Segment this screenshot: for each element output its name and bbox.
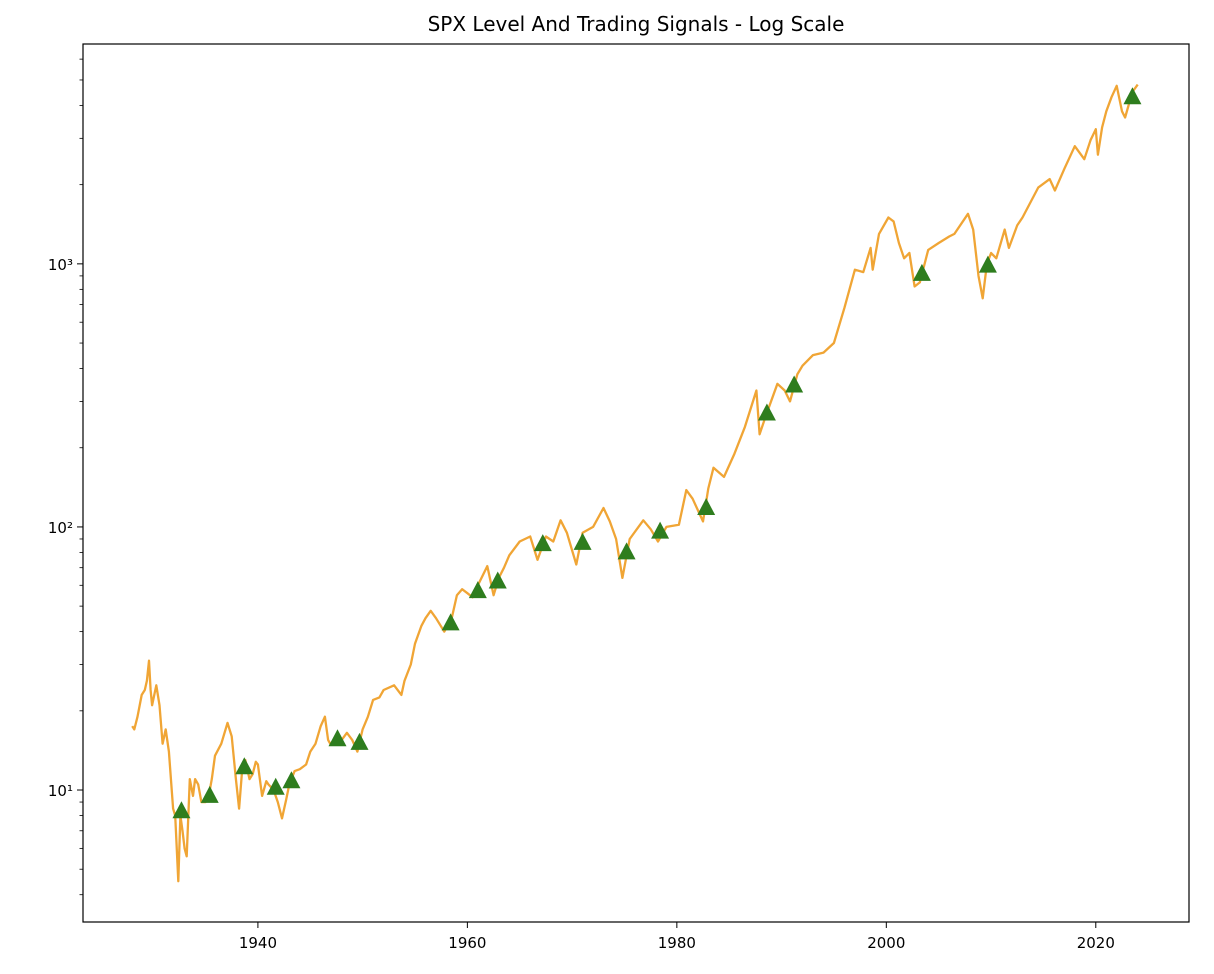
plot-area [131, 83, 1142, 883]
signal-marker [757, 403, 776, 421]
signal-marker [573, 532, 592, 550]
y-tick-label: 10³ [48, 256, 73, 274]
y-tick-label: 10¹ [48, 782, 73, 800]
signal-marker [785, 375, 804, 393]
y-tick-label: 10² [48, 519, 73, 537]
signal-marker [651, 521, 670, 539]
signal-marker [617, 542, 636, 560]
signal-marker [200, 785, 219, 803]
chart-title: SPX Level And Trading Signals - Log Scal… [428, 12, 845, 36]
x-tick-label: 1940 [239, 934, 277, 952]
axes-frame [82, 43, 1190, 923]
signal-marker [912, 263, 931, 281]
signal-marker [1123, 87, 1142, 105]
signal-marker [350, 732, 369, 750]
signal-marker [697, 498, 716, 516]
x-tick-label: 2000 [867, 934, 905, 952]
signal-marker [441, 613, 460, 631]
signal-marker [235, 757, 254, 775]
signal-marker [172, 801, 191, 819]
x-tick-label: 1960 [448, 934, 486, 952]
signal-marker [282, 771, 301, 789]
x-tick-label: 1980 [658, 934, 696, 952]
signal-marker [468, 581, 487, 599]
signal-marker [533, 534, 552, 552]
axis-ticks: 1940 1960 1980 2000 2020 10¹ 10² 10³ [48, 58, 1115, 952]
x-tick-label: 2020 [1077, 934, 1115, 952]
spx-line [131, 83, 1139, 883]
signal-marker [266, 777, 285, 795]
signal-marker [488, 571, 507, 589]
signal-marker [328, 729, 347, 747]
signal-marker [978, 255, 997, 273]
